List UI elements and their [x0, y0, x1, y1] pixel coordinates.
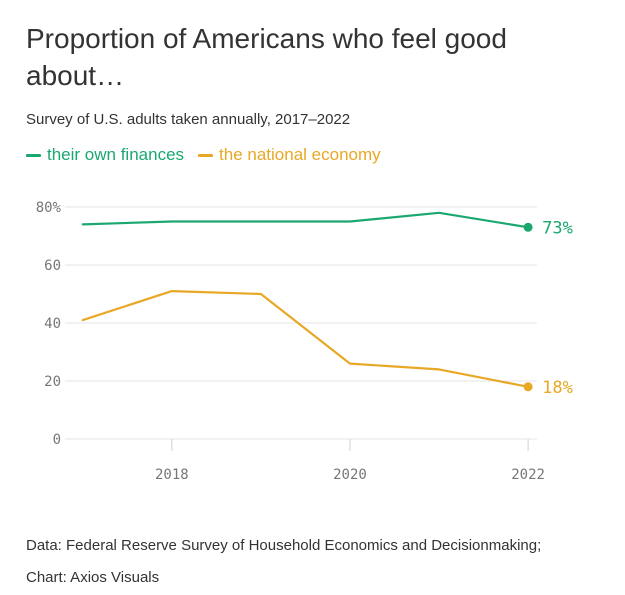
- source-note: Data: Federal Reserve Survey of Househol…: [26, 537, 542, 554]
- y-tick-label: 40: [44, 316, 61, 332]
- legend-item-economy: the national economy: [198, 145, 381, 165]
- y-tick-label: 80%: [36, 200, 62, 216]
- legend-swatch-economy: [198, 153, 214, 157]
- legend-item-finances: their own finances: [26, 145, 184, 165]
- end-marker-finances: [523, 222, 533, 232]
- y-tick-label: 60: [44, 258, 61, 274]
- x-tick-label: 2018: [155, 467, 189, 483]
- chart-subtitle: Survey of U.S. adults taken annually, 20…: [26, 111, 351, 128]
- legend: their own finances the national economy: [26, 145, 381, 165]
- y-tick-label: 20: [44, 374, 61, 390]
- x-tick-label: 2022: [511, 467, 545, 483]
- legend-swatch-finances: [26, 153, 41, 157]
- end-marker-economy: [523, 382, 533, 392]
- series-line-finances: [81, 211, 530, 229]
- end-label-finances: 73%: [542, 218, 573, 238]
- legend-label-finances: their own finances: [47, 145, 185, 164]
- line-chart: 0 20 40 60 80% 2018 2020 2022 73% 18%: [36, 200, 573, 483]
- chart-title: Proportion of Americans who feel good ab…: [26, 23, 507, 91]
- chart-credit: Chart: Axios Visuals: [26, 569, 160, 586]
- end-label-economy: 18%: [542, 378, 573, 398]
- y-tick-label: 0: [53, 432, 61, 448]
- x-tick-label: 2020: [333, 467, 367, 483]
- series-line-economy: [81, 289, 530, 388]
- legend-label-economy: the national economy: [219, 145, 381, 164]
